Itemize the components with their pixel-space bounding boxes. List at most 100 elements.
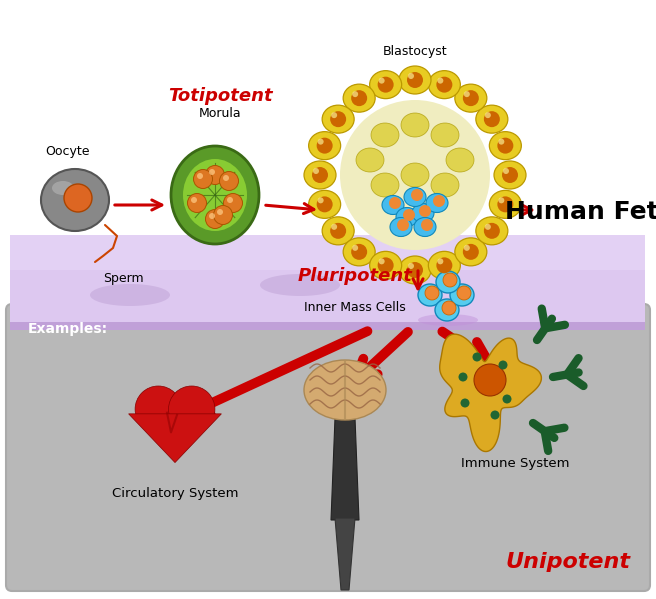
Circle shape — [407, 72, 423, 88]
Text: Morula: Morula — [199, 107, 241, 120]
Polygon shape — [10, 235, 645, 270]
Circle shape — [503, 168, 509, 174]
Circle shape — [313, 168, 319, 174]
Circle shape — [397, 219, 409, 231]
Ellipse shape — [446, 148, 474, 172]
Circle shape — [351, 90, 367, 106]
Circle shape — [220, 171, 239, 190]
Ellipse shape — [489, 132, 522, 160]
Ellipse shape — [371, 123, 399, 147]
Circle shape — [442, 301, 456, 315]
Ellipse shape — [401, 113, 429, 137]
Circle shape — [472, 352, 482, 362]
Circle shape — [213, 205, 232, 225]
Text: Sperm: Sperm — [103, 272, 144, 285]
Ellipse shape — [369, 71, 401, 99]
Ellipse shape — [489, 190, 522, 219]
Ellipse shape — [171, 146, 259, 244]
Circle shape — [318, 197, 323, 203]
Circle shape — [352, 91, 358, 97]
Ellipse shape — [404, 187, 426, 207]
Circle shape — [407, 262, 423, 278]
Circle shape — [227, 197, 233, 203]
Ellipse shape — [399, 66, 431, 94]
Ellipse shape — [304, 161, 336, 189]
Circle shape — [463, 90, 479, 106]
Circle shape — [330, 111, 346, 127]
Ellipse shape — [322, 217, 354, 245]
Circle shape — [352, 245, 358, 251]
Circle shape — [340, 100, 490, 250]
Ellipse shape — [343, 84, 375, 112]
Ellipse shape — [369, 252, 401, 279]
Circle shape — [411, 189, 423, 201]
Circle shape — [224, 193, 243, 213]
Ellipse shape — [428, 71, 461, 99]
Ellipse shape — [414, 217, 436, 237]
Ellipse shape — [431, 123, 459, 147]
Circle shape — [438, 78, 443, 84]
Circle shape — [484, 223, 500, 239]
Ellipse shape — [322, 105, 354, 133]
Circle shape — [378, 77, 394, 93]
Polygon shape — [440, 334, 541, 452]
Circle shape — [209, 213, 215, 219]
Ellipse shape — [455, 84, 487, 112]
Text: Human Fetus: Human Fetus — [505, 200, 656, 224]
Circle shape — [379, 258, 384, 264]
Circle shape — [317, 196, 333, 213]
Circle shape — [351, 244, 367, 260]
Circle shape — [378, 258, 394, 273]
Circle shape — [502, 395, 512, 404]
Circle shape — [499, 361, 508, 370]
Circle shape — [135, 386, 182, 432]
Circle shape — [408, 73, 414, 79]
Text: Immune System: Immune System — [461, 457, 569, 470]
Text: Inner Mass Cells: Inner Mass Cells — [304, 301, 406, 314]
Ellipse shape — [428, 252, 461, 279]
Ellipse shape — [52, 181, 74, 195]
Circle shape — [217, 209, 223, 215]
Circle shape — [421, 219, 433, 231]
Circle shape — [463, 244, 479, 260]
Circle shape — [497, 196, 514, 213]
Circle shape — [408, 263, 414, 269]
Circle shape — [209, 169, 215, 175]
Polygon shape — [331, 418, 359, 520]
Text: Circulatory System: Circulatory System — [112, 487, 238, 500]
Circle shape — [317, 138, 333, 153]
Ellipse shape — [476, 217, 508, 245]
FancyBboxPatch shape — [6, 304, 650, 591]
Polygon shape — [129, 414, 222, 462]
Ellipse shape — [309, 132, 340, 160]
Ellipse shape — [418, 284, 442, 306]
Circle shape — [485, 112, 491, 118]
Circle shape — [484, 111, 500, 127]
Circle shape — [499, 197, 504, 203]
Circle shape — [379, 78, 384, 84]
Circle shape — [474, 364, 506, 396]
Circle shape — [438, 258, 443, 264]
Circle shape — [194, 170, 213, 189]
Circle shape — [499, 138, 504, 144]
Ellipse shape — [418, 314, 478, 326]
Ellipse shape — [436, 271, 460, 293]
Ellipse shape — [396, 207, 418, 226]
Ellipse shape — [455, 238, 487, 266]
Circle shape — [312, 167, 328, 183]
Ellipse shape — [390, 217, 412, 237]
Ellipse shape — [309, 190, 340, 219]
Ellipse shape — [90, 284, 170, 306]
Circle shape — [436, 77, 453, 93]
Circle shape — [461, 398, 470, 407]
Ellipse shape — [401, 163, 429, 187]
Ellipse shape — [435, 299, 459, 321]
Circle shape — [457, 286, 471, 300]
Circle shape — [491, 410, 499, 419]
Ellipse shape — [399, 256, 431, 284]
Ellipse shape — [426, 193, 448, 213]
Ellipse shape — [494, 161, 526, 189]
Ellipse shape — [431, 173, 459, 197]
Text: Examples:: Examples: — [28, 322, 108, 336]
Circle shape — [64, 184, 92, 212]
